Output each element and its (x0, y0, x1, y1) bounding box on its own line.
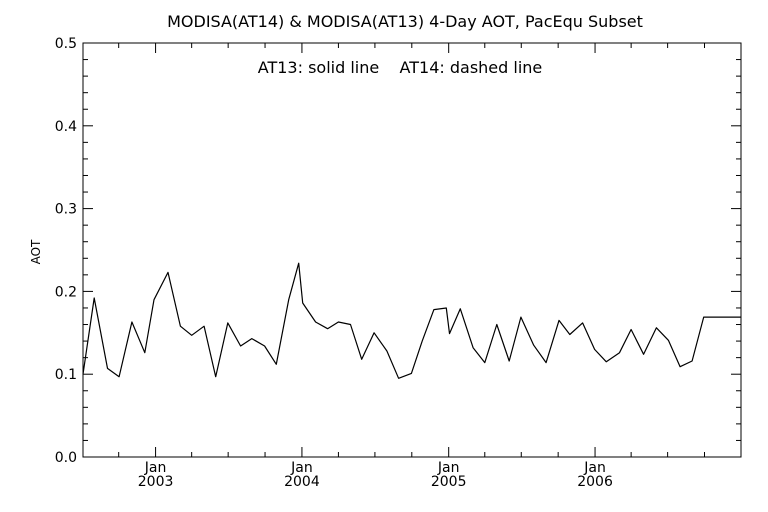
x-tick-year-label: 2003 (138, 474, 174, 490)
x-tick-month-label: Jan (583, 460, 606, 476)
x-tick-year-label: 2004 (284, 474, 320, 490)
series-layer (82, 262, 741, 379)
y-tick-label: 0.2 (55, 284, 77, 300)
axes-layer: 0.00.10.20.30.40.5Jan2003Jan2004Jan2005J… (55, 36, 741, 490)
plot-frame (82, 42, 742, 458)
x-tick-month-label: Jan (437, 460, 460, 476)
y-tick-label: 0.5 (55, 36, 77, 52)
x-tick-year-label: 2006 (577, 474, 613, 490)
y-tick-label: 0.3 (55, 202, 77, 218)
x-tick-month-label: Jan (144, 460, 167, 476)
series-style-note: AT13: solid line AT14: dashed line (258, 58, 543, 77)
y-tick-label: 0.4 (55, 119, 77, 135)
x-tick-year-label: 2005 (431, 474, 467, 490)
chart-title: MODISA(AT14) & MODISA(AT13) 4-Day AOT, P… (167, 12, 643, 31)
y-tick-label: 0.1 (55, 367, 77, 383)
y-axis-label: AOT (29, 239, 43, 264)
y-tick-label: 0.0 (55, 450, 77, 466)
series-line-0 (82, 262, 741, 379)
x-tick-month-label: Jan (290, 460, 313, 476)
